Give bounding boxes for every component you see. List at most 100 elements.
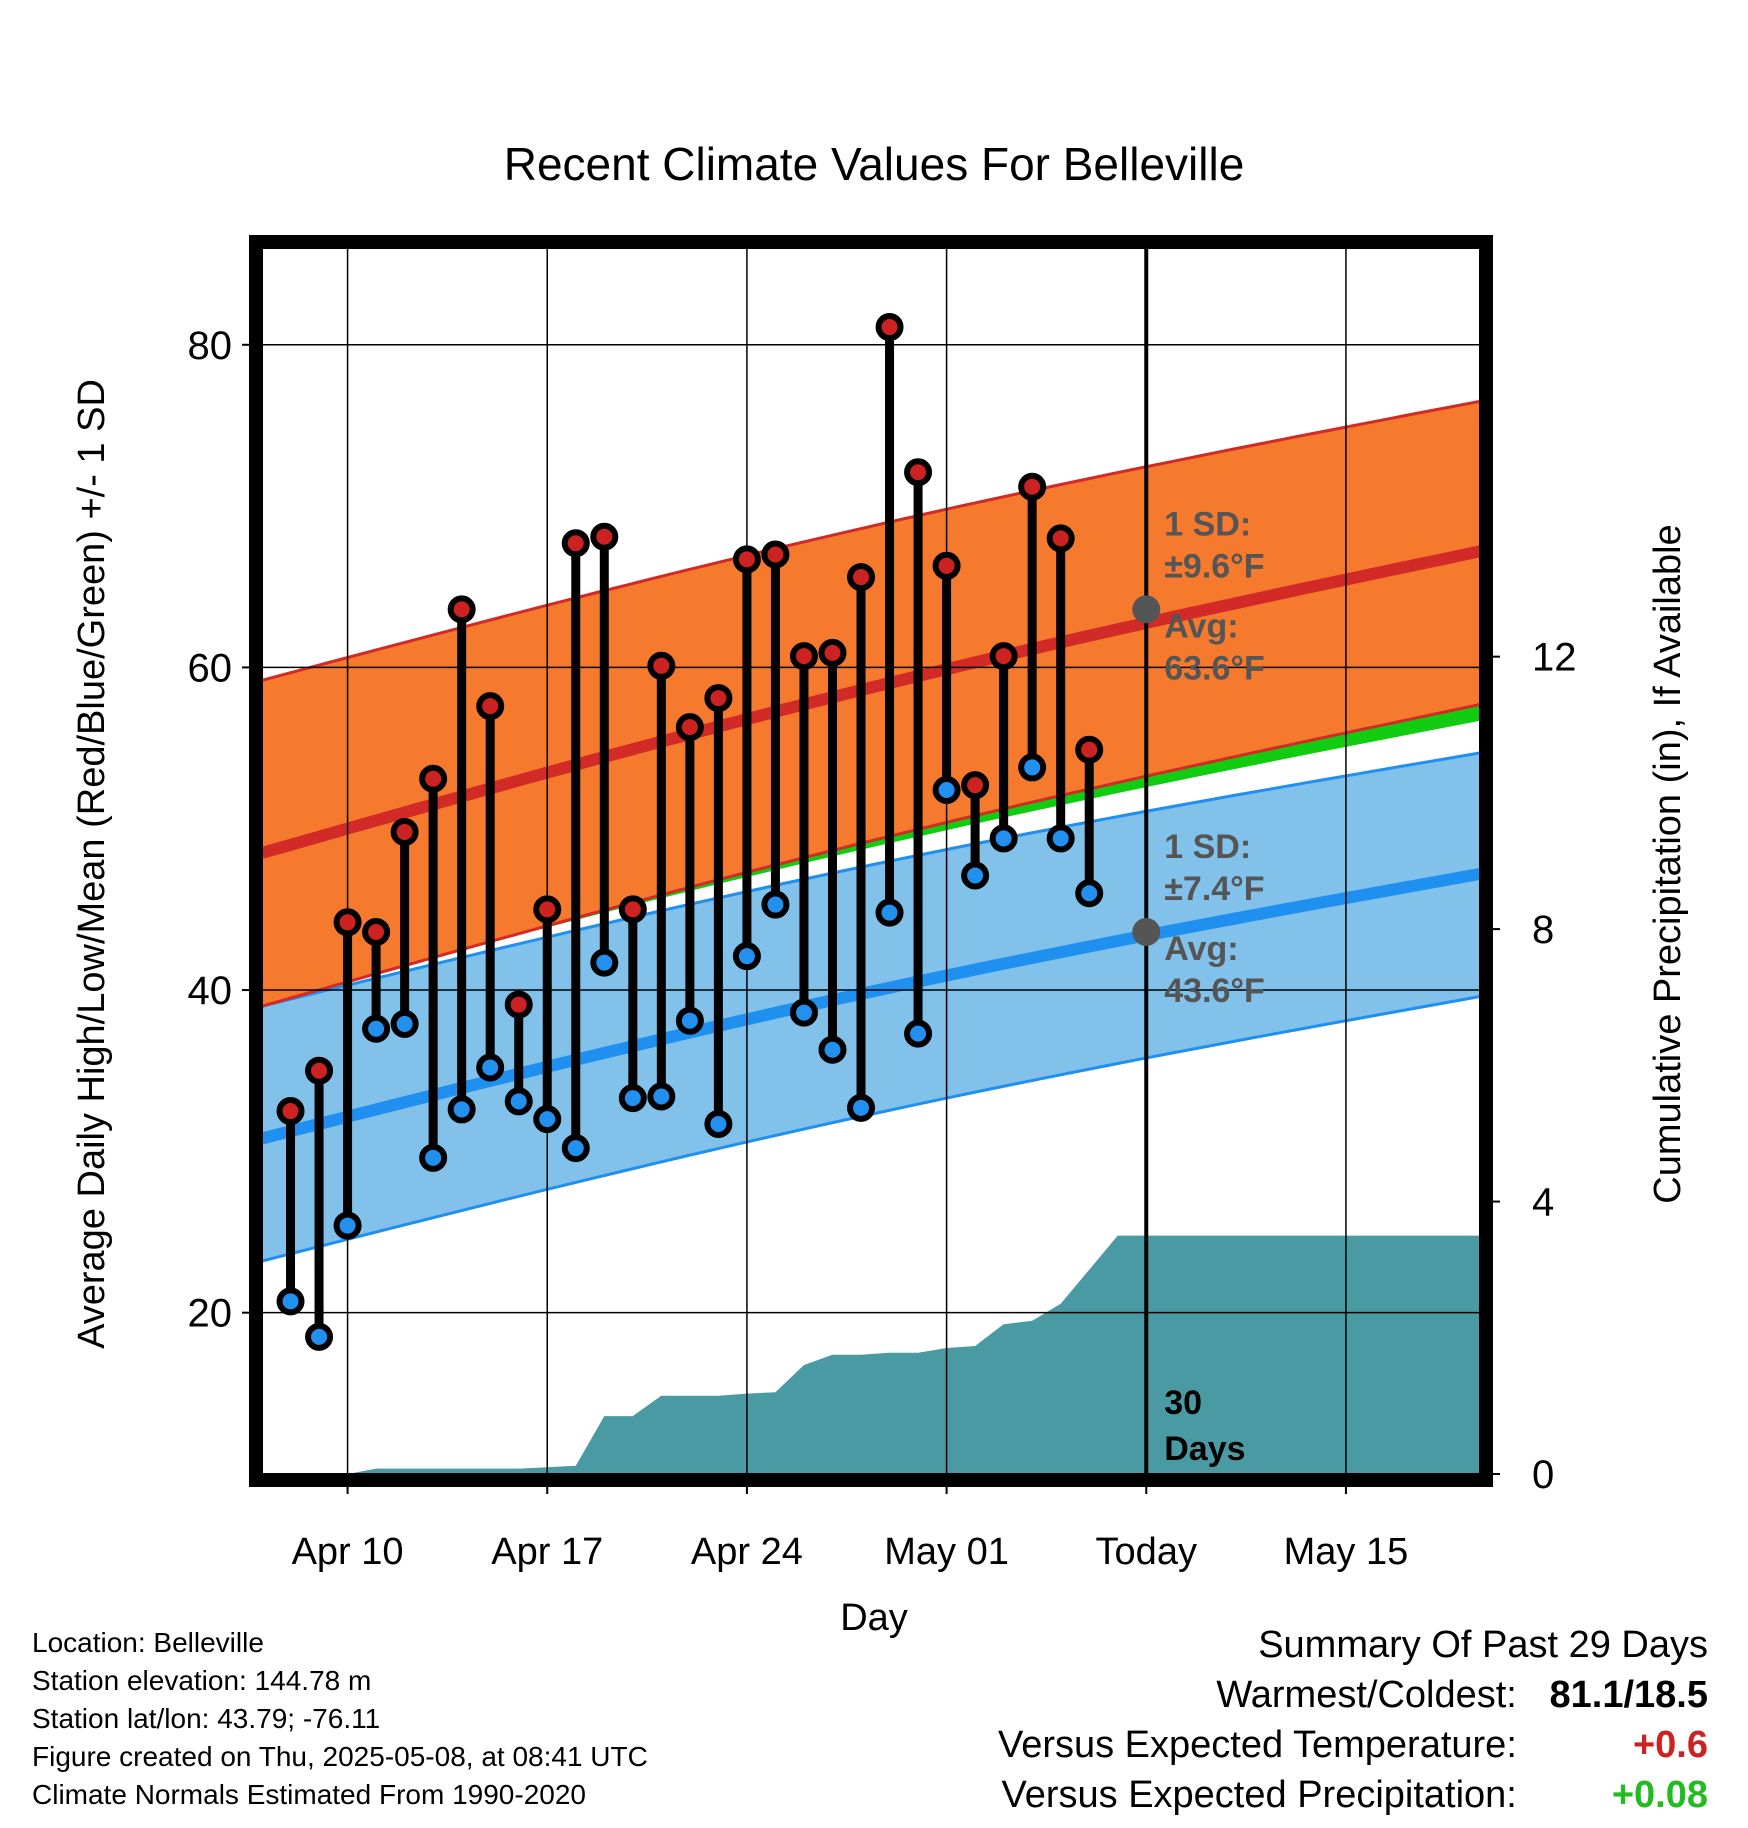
station-info: Location: Belleville Station elevation: …: [32, 1624, 648, 1814]
high-point: [932, 551, 961, 580]
summary-precip-value: +0.08: [1611, 1774, 1708, 1816]
high-point: [533, 895, 562, 924]
high-point: [447, 595, 476, 624]
chart-title: Recent Climate Values For Belleville: [504, 138, 1245, 190]
low-point: [419, 1143, 448, 1172]
summary-precip-label: Versus Expected Precipitation:: [1001, 1774, 1517, 1816]
low-point: [276, 1287, 305, 1316]
footer-location: Location: Belleville: [32, 1627, 264, 1658]
low-point: [590, 948, 619, 977]
low-point: [647, 1082, 676, 1111]
high-point: [504, 990, 533, 1019]
avg-low-label: Avg:: [1164, 930, 1238, 968]
low-point: [704, 1109, 733, 1138]
high-point: [1018, 472, 1047, 501]
x-tick-label: May 01: [884, 1531, 1009, 1573]
y-axis-right-label: Cumulative Precipitation (in), If Availa…: [1647, 524, 1689, 1203]
high-point: [305, 1056, 334, 1085]
high-point: [333, 908, 362, 937]
high-point: [647, 651, 676, 680]
y-left-tick-label: 20: [188, 1292, 233, 1336]
avg-high-value: 63.6°F: [1164, 649, 1265, 687]
low-point: [989, 824, 1018, 853]
y-left-tick-label: 40: [188, 969, 233, 1013]
avg-high-label: Avg:: [1164, 607, 1238, 645]
today-days-word: Days: [1164, 1430, 1245, 1468]
high-point: [761, 540, 790, 569]
low-point: [504, 1087, 533, 1116]
x-tick-label: Apr 24: [691, 1531, 803, 1573]
low-sd-band: [262, 752, 1480, 1262]
footer-latlon: Station lat/lon: 43.79; -76.11: [32, 1703, 381, 1734]
high-point: [276, 1097, 305, 1126]
avg-high-point: [1132, 595, 1161, 624]
low-point: [533, 1105, 562, 1134]
low-point: [333, 1211, 362, 1240]
low-point: [1075, 879, 1104, 908]
high-point: [704, 684, 733, 713]
avg-low-value: 43.6°F: [1164, 972, 1265, 1010]
low-point: [818, 1035, 847, 1064]
low-point: [305, 1322, 334, 1351]
y-left-tick-label: 60: [188, 646, 233, 690]
low-point: [561, 1134, 590, 1163]
summary-warmest-value: 81.1/18.5: [1549, 1674, 1708, 1716]
high-point: [789, 642, 818, 671]
footer-created: Figure created on Thu, 2025-05-08, at 08…: [32, 1741, 648, 1772]
low-point: [390, 1009, 419, 1038]
low-point: [961, 861, 990, 890]
x-tick-label: Today: [1096, 1531, 1197, 1573]
low-point: [476, 1053, 505, 1082]
low-point: [1046, 824, 1075, 853]
summary-panel: Summary Of Past 29 Days Warmest/Coldest:…: [998, 1620, 1708, 1820]
high-point: [419, 764, 448, 793]
low-point: [847, 1093, 876, 1122]
high-point: [590, 522, 619, 551]
x-tick-label: May 15: [1284, 1531, 1409, 1573]
summary-warmest-label: Warmest/Coldest:: [1216, 1674, 1517, 1716]
plot-frame: [249, 235, 1493, 1487]
precip-area: [290, 1235, 1480, 1474]
high-point: [1046, 524, 1075, 553]
high-point: [847, 563, 876, 592]
low-point: [904, 1019, 933, 1048]
high-point: [904, 458, 933, 487]
sd-high-label: 1 SD:: [1164, 505, 1251, 543]
low-point: [732, 942, 761, 971]
sd-high-value: ±9.6°F: [1164, 547, 1264, 585]
high-point: [818, 638, 847, 667]
summary-warmest-row: Warmest/Coldest: 81.1/18.5: [998, 1670, 1708, 1720]
y-right-tick-label: 4: [1532, 1181, 1554, 1225]
high-point: [989, 642, 1018, 671]
high-point: [390, 817, 419, 846]
high-point: [875, 313, 904, 342]
y-right-tick-label: 8: [1532, 908, 1554, 952]
high-point: [362, 917, 391, 946]
low-point: [362, 1014, 391, 1043]
summary-precip-row: Versus Expected Precipitation: +0.08: [998, 1770, 1708, 1820]
y-right-tick-label: 0: [1532, 1453, 1554, 1497]
high-point: [561, 529, 590, 558]
low-point: [447, 1095, 476, 1124]
x-axis-label: Day: [840, 1597, 908, 1639]
high-sd-band: [262, 401, 1480, 1007]
summary-temp-value: +0.6: [1632, 1724, 1708, 1766]
low-point: [789, 998, 818, 1027]
low-point: [675, 1006, 704, 1035]
low-point: [618, 1084, 647, 1113]
high-point: [732, 545, 761, 574]
x-tick-label: Apr 10: [292, 1531, 404, 1573]
avg-low-point: [1132, 917, 1161, 946]
summary-temp-label: Versus Expected Temperature:: [997, 1724, 1517, 1766]
x-tick-label: Apr 17: [491, 1531, 603, 1573]
high-point: [476, 692, 505, 721]
footer-normals: Climate Normals Estimated From 1990-2020: [32, 1779, 586, 1810]
high-point: [618, 895, 647, 924]
low-point: [1018, 753, 1047, 782]
low-point: [932, 776, 961, 805]
summary-temp-row: Versus Expected Temperature: +0.6: [998, 1720, 1708, 1770]
sd-low-value: ±7.4°F: [1164, 870, 1264, 908]
high-point: [675, 713, 704, 742]
footer-elevation: Station elevation: 144.78 m: [32, 1665, 372, 1696]
